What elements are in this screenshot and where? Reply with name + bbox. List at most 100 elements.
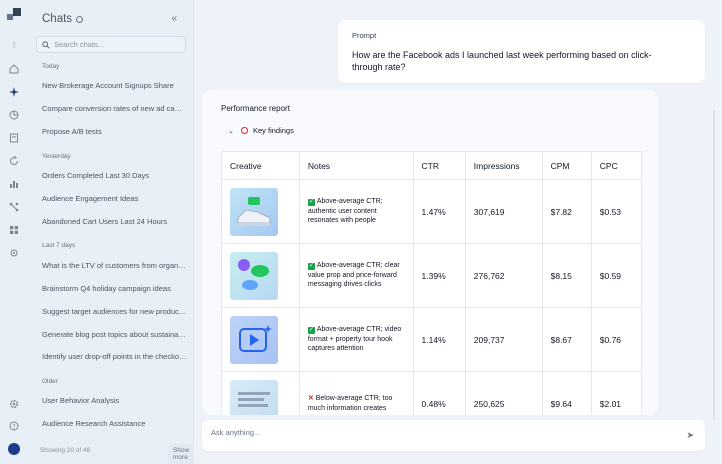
cross-icon: ✕ <box>307 395 314 402</box>
chat-item[interactable]: Brainstorm Q4 holiday campaign ideas <box>42 284 171 293</box>
show-more-button[interactable]: Show more <box>168 444 195 464</box>
notes-cell: ✓ Above-average CTR; authentic user conte… <box>298 179 414 244</box>
notes-cell: ✓ Above-average CTR; video format + prope… <box>298 307 414 372</box>
chat-item[interactable]: Suggest target audiences for new product… <box>42 307 187 316</box>
sneaker-image-icon <box>237 196 271 226</box>
chat-item[interactable]: Propose A/B tests <box>42 127 102 136</box>
prompt-label: Prompt <box>352 31 377 40</box>
text-banner-image-icon <box>238 391 270 407</box>
chat-item[interactable]: Audience Engagement Ideas <box>42 194 139 203</box>
home-icon[interactable] <box>7 62 21 76</box>
table-row[interactable]: ✓ Above-average CTR; video format + prope… <box>221 307 643 372</box>
group-label-last-7-days: Last 7 days <box>42 242 76 249</box>
help-icon[interactable]: ? <box>7 419 21 433</box>
connections-icon[interactable] <box>7 200 21 214</box>
notes-text: Above-average CTR; clear value prop and … <box>307 262 400 289</box>
ctr-cell: 0.48% <box>412 371 466 415</box>
creative-thumbnail-tags[interactable] <box>230 251 278 300</box>
chat-item[interactable]: Abandoned Cart Users Last 24 Hours <box>42 217 168 226</box>
sidebar-title-label: Chats <box>42 13 73 25</box>
key-findings-label: Key findings <box>253 126 294 135</box>
chat-item[interactable]: Generate blog post topics about sustaina… <box>42 330 187 339</box>
play-video-icon <box>239 324 272 352</box>
chat-item[interactable]: Compare conversion rates of new ad campa… <box>42 104 187 113</box>
notes-text: Below-average CTR; too much information … <box>307 395 393 412</box>
svg-text:?: ? <box>12 423 15 430</box>
column-header-notes: Notes <box>298 151 414 180</box>
cpm-cell: $8.67 <box>541 307 592 372</box>
sidebar-title: Chats <box>42 13 84 25</box>
ctr-cell: 1.39% <box>412 243 466 308</box>
creative-thumbnail-sneaker[interactable] <box>230 187 278 236</box>
ctr-cell: 1.47% <box>412 179 466 244</box>
cpc-cell: $2.01 <box>590 371 643 415</box>
analytics-icon[interactable] <box>7 108 21 122</box>
table-row[interactable]: ✕ Below-average CTR; too much information… <box>221 371 643 415</box>
chat-item[interactable]: Audience Research Assistance <box>42 419 146 428</box>
impressions-cell: 250,625 <box>464 371 543 415</box>
app-logo-icon[interactable] <box>7 8 21 22</box>
report-title: Performance report <box>221 104 290 113</box>
cpm-cell: $8.15 <box>541 243 592 308</box>
ctr-cell: 1.14% <box>412 307 466 372</box>
creative-thumbnail-text-heavy[interactable] <box>230 379 278 415</box>
chat-item[interactable]: What is the LTV of customers from organi… <box>42 261 187 270</box>
chevron-down-icon: ⌄ <box>228 127 234 135</box>
settings-icon[interactable] <box>7 397 21 411</box>
scrollbar[interactable] <box>713 110 715 420</box>
icon-rail: ⁝ ? <box>0 0 28 464</box>
cpc-cell: $0.53 <box>590 179 643 244</box>
notes-text: Above-average CTR; authentic user conten… <box>307 198 383 225</box>
chat-item[interactable]: Identify user drop-off points in the che… <box>42 352 187 361</box>
notes-text: Above-average CTR; video format + proper… <box>307 326 402 353</box>
check-icon: ✓ <box>307 263 315 271</box>
message-input[interactable] <box>211 428 651 437</box>
column-header-cpc: CPC <box>590 151 643 180</box>
info-icon[interactable] <box>76 15 84 23</box>
group-label-today: Today <box>42 63 60 70</box>
chat-item[interactable]: User Behavior Analysis <box>42 396 120 405</box>
impressions-cell: 276,762 <box>464 243 543 308</box>
price-tags-image-icon <box>238 258 269 290</box>
avatar[interactable] <box>7 442 21 456</box>
column-header-ctr: CTR <box>412 151 466 180</box>
table-row[interactable]: ✓ Above-average CTR; clear value prop and… <box>221 243 643 308</box>
apps-icon[interactable] <box>7 223 21 237</box>
creative-cell <box>221 307 300 372</box>
refresh-icon[interactable] <box>7 154 21 168</box>
prompt-bubble: Prompt How are the Facebook ads I launch… <box>338 20 705 83</box>
chat-item[interactable]: New Brokerage Account Signups Share <box>42 81 174 90</box>
column-header-impressions: Impressions <box>464 151 543 180</box>
impressions-cell: 209,737 <box>464 307 543 372</box>
chat-item[interactable]: Orders Completed Last 30 Days <box>42 171 150 180</box>
menu-dots-icon[interactable]: ⁝ <box>12 39 16 50</box>
send-icon[interactable]: ➤ <box>686 430 694 440</box>
search-box[interactable] <box>36 36 186 53</box>
group-label-older: Older <box>42 378 58 385</box>
performance-report-card: Performance report ⌄ Key findings Creati… <box>202 90 658 415</box>
key-findings-toggle[interactable]: ⌄ Key findings <box>228 126 294 135</box>
table-row[interactable]: ✓ Above-average CTR; authentic user conte… <box>221 179 643 244</box>
creative-thumbnail-video[interactable] <box>230 315 278 364</box>
integrations-icon[interactable] <box>7 246 21 260</box>
prompt-text: How are the Facebook ads I launched last… <box>352 50 652 72</box>
creative-cell <box>221 179 300 244</box>
notes-cell: ✕ Below-average CTR; too much information… <box>298 371 414 415</box>
performance-table: Creative Notes CTR Impressions CPM CPC <box>221 151 643 415</box>
notes-cell: ✓ Above-average CTR; clear value prop and… <box>298 243 414 308</box>
chart-icon[interactable] <box>7 177 21 191</box>
main-panel: Prompt How are the Facebook ads I launch… <box>194 0 722 464</box>
sparkle-icon[interactable] <box>7 85 21 99</box>
check-icon: ✓ <box>307 199 315 207</box>
chat-count-label: Showing 20 of 48 <box>40 447 91 454</box>
creative-cell <box>221 371 300 415</box>
check-icon: ✓ <box>307 327 315 335</box>
search-icon <box>42 40 50 49</box>
document-icon[interactable] <box>7 131 21 145</box>
search-input[interactable] <box>54 40 174 49</box>
collapse-sidebar-icon[interactable]: « <box>171 13 177 24</box>
pin-icon <box>241 127 248 134</box>
creative-cell <box>221 243 300 308</box>
chats-sidebar: Chats « Today New Brokerage Account Sign… <box>28 0 195 464</box>
column-header-creative: Creative <box>221 151 300 180</box>
